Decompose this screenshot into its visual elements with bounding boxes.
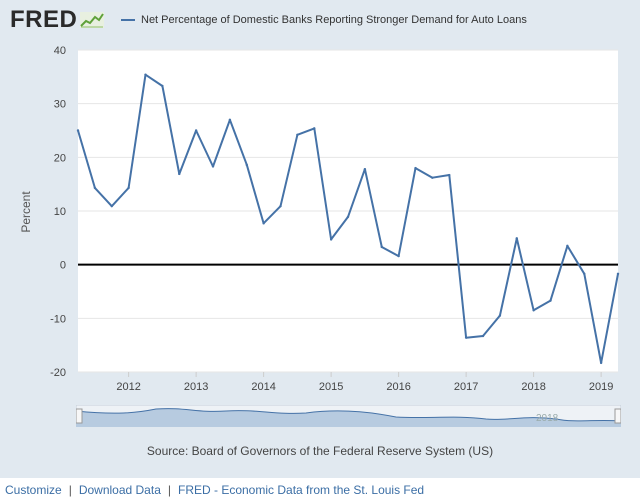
- y-tick-label: 40: [54, 45, 66, 57]
- y-tick-label: 10: [54, 206, 66, 218]
- data-point: [616, 272, 620, 275]
- y-tick-label: -20: [50, 367, 66, 379]
- navigator-right-handle[interactable]: [614, 408, 621, 424]
- footer-bar: Customize | Download Data | FRED - Econo…: [0, 478, 640, 502]
- data-point: [161, 84, 164, 88]
- data-point: [262, 222, 265, 225]
- data-point: [414, 166, 417, 170]
- data-point: [397, 254, 400, 258]
- data-point: [313, 127, 316, 130]
- data-point: [448, 173, 451, 177]
- data-point: [178, 172, 181, 176]
- legend-swatch: [121, 19, 135, 21]
- x-tick-label: 2012: [116, 381, 140, 393]
- data-point: [245, 163, 248, 167]
- data-point: [583, 272, 586, 275]
- footer-separator: |: [167, 483, 171, 497]
- data-point: [228, 118, 232, 121]
- data-point: [346, 215, 350, 219]
- x-tick-label: 2013: [184, 381, 208, 393]
- data-point: [76, 129, 80, 132]
- data-point: [532, 309, 535, 312]
- x-tick-label: 2014: [251, 381, 275, 393]
- x-tick-label: 2019: [589, 381, 613, 393]
- data-point: [144, 73, 147, 76]
- data-point: [464, 336, 468, 339]
- navigator-label: 2018: [536, 413, 559, 424]
- x-tick-label: 2017: [454, 381, 478, 393]
- data-point: [380, 245, 383, 249]
- data-point: [110, 204, 113, 208]
- data-point: [363, 167, 367, 171]
- fred-home-link[interactable]: FRED - Economic Data from the St. Louis …: [178, 483, 425, 497]
- footer-separator: |: [68, 483, 72, 497]
- data-point: [515, 237, 518, 240]
- chart-legend[interactable]: Net Percentage of Domestic Banks Reporti…: [121, 14, 527, 26]
- data-point: [329, 238, 333, 241]
- range-navigator[interactable]: 2018: [76, 405, 621, 427]
- legend-label: Net Percentage of Domestic Banks Reporti…: [141, 14, 527, 26]
- data-point: [127, 186, 130, 190]
- logo-text: FRED: [10, 6, 78, 33]
- data-point: [194, 129, 198, 132]
- data-point: [481, 334, 485, 338]
- data-point: [211, 165, 215, 168]
- navigator-left-handle[interactable]: [76, 408, 83, 424]
- data-point: [549, 299, 552, 302]
- line-chart: 40 30 20 10 0 -10 -20 2012 2013 2014 2015 2016 2017 2…: [50, 45, 620, 393]
- data-point: [431, 176, 434, 179]
- y-tick-label: 20: [54, 152, 66, 164]
- chart-frame: FRED Net Percentage of Domestic Banks Re…: [10, 6, 621, 458]
- chart-line-icon: [80, 12, 105, 28]
- y-tick-label: -10: [50, 313, 66, 325]
- x-tick-label: 2016: [386, 381, 410, 393]
- data-point: [599, 361, 603, 365]
- download-data-link[interactable]: Download Data: [78, 483, 161, 497]
- source-note: Source: Board of Governors of the Federa…: [146, 444, 494, 458]
- customize-link[interactable]: Customize: [5, 483, 62, 497]
- data-point: [566, 244, 569, 248]
- x-tick-label: 2018: [521, 381, 545, 393]
- y-tick-label: 0: [60, 260, 66, 272]
- fred-logo[interactable]: FRED: [10, 6, 105, 33]
- data-point: [279, 204, 282, 208]
- data-point: [93, 186, 97, 190]
- y-tick-label: 30: [54, 99, 66, 111]
- x-tick-label: 2015: [319, 381, 343, 393]
- data-point: [296, 133, 299, 136]
- data-point: [498, 314, 502, 317]
